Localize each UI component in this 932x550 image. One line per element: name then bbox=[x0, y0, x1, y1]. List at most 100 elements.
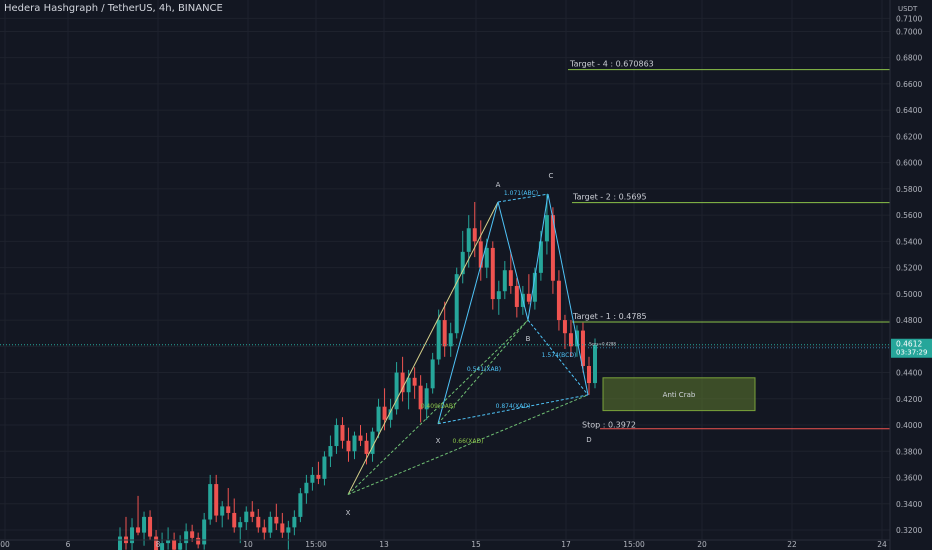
time-tick-label: 6 bbox=[66, 540, 71, 549]
time-tick-label: 17 bbox=[561, 540, 571, 549]
price-tick-label: 0.5200 bbox=[896, 264, 922, 273]
candle-body bbox=[280, 523, 285, 533]
candle bbox=[526, 274, 531, 305]
candle bbox=[220, 501, 225, 528]
candle-body bbox=[328, 446, 333, 457]
price-tick-label: 0.6800 bbox=[896, 54, 922, 63]
candle bbox=[172, 532, 177, 550]
candle bbox=[202, 512, 207, 550]
candle-body bbox=[334, 425, 339, 447]
candle-body bbox=[292, 516, 297, 528]
candle-body bbox=[262, 527, 267, 533]
candle bbox=[550, 207, 555, 294]
pattern-point-c: C bbox=[549, 172, 554, 180]
candlestick-series bbox=[118, 194, 597, 550]
candle bbox=[190, 524, 195, 542]
price-tick-label: 0.4400 bbox=[896, 369, 922, 378]
candle-body bbox=[484, 247, 489, 268]
candle bbox=[400, 356, 405, 402]
candle-body bbox=[394, 372, 399, 410]
candle bbox=[508, 251, 513, 294]
candle-body bbox=[526, 293, 531, 302]
candle-body bbox=[472, 228, 477, 242]
price-tick-label: 0.5400 bbox=[896, 237, 922, 246]
candle bbox=[424, 383, 429, 420]
price-tick-label: 0.6400 bbox=[896, 106, 922, 115]
candle-body bbox=[178, 543, 183, 550]
candle bbox=[268, 511, 273, 538]
candle-body bbox=[478, 241, 483, 268]
candle-body bbox=[340, 425, 345, 441]
pattern-ratio-label: 0.541(XAB) bbox=[467, 366, 501, 373]
candle-body bbox=[364, 440, 369, 454]
candle-body bbox=[418, 385, 423, 410]
harmonic-pattern: X A B C D X 1.071(ABC) 0.541(XAB) 1.574(BCD) 0.40… bbox=[346, 172, 592, 517]
candle-body bbox=[466, 228, 471, 252]
candle bbox=[286, 520, 291, 550]
candle bbox=[448, 322, 453, 357]
candle-body bbox=[130, 527, 135, 544]
time-tick-label: 15 bbox=[471, 540, 481, 549]
anti-crab-label: Anti Crab bbox=[663, 391, 696, 399]
price-levels: Target - 4 : 0.670863 Target - 2 : 0.5695… bbox=[0, 60, 890, 430]
candle bbox=[226, 488, 231, 520]
candle bbox=[412, 367, 417, 399]
candle-body bbox=[274, 516, 279, 524]
level-label-stop: Stop : 0.3972 bbox=[582, 421, 636, 430]
time-tick-label: 15:00 bbox=[305, 540, 327, 549]
price-tick-label: 0.4200 bbox=[896, 395, 922, 404]
candle bbox=[418, 375, 423, 423]
currency-label: USDT bbox=[898, 5, 918, 13]
time-tick-label: 22 bbox=[787, 540, 797, 549]
candle-body bbox=[388, 409, 393, 420]
candle bbox=[178, 535, 183, 550]
candle bbox=[454, 267, 459, 339]
candle bbox=[586, 356, 591, 395]
candle bbox=[442, 301, 447, 357]
candle-body bbox=[286, 527, 291, 533]
candle bbox=[208, 474, 213, 525]
last-price-badge bbox=[891, 338, 932, 358]
candle bbox=[370, 427, 375, 462]
price-tick-label: 0.7000 bbox=[896, 27, 922, 36]
candle bbox=[304, 474, 309, 504]
time-tick-label: 15:00 bbox=[623, 540, 645, 549]
candle-body bbox=[358, 435, 363, 441]
candle bbox=[136, 495, 141, 536]
candle-body bbox=[196, 537, 201, 545]
candle bbox=[593, 338, 597, 389]
candle bbox=[322, 451, 327, 486]
candle-body bbox=[593, 345, 597, 384]
candle bbox=[580, 322, 585, 373]
price-axis-background bbox=[890, 0, 932, 550]
price-tick-label: 0.3200 bbox=[896, 526, 922, 535]
candle-body bbox=[136, 527, 141, 533]
candle-body bbox=[202, 519, 207, 545]
candle bbox=[346, 427, 351, 462]
pattern-point-d: D bbox=[586, 436, 591, 444]
candle bbox=[262, 519, 267, 541]
anti-crab-zone bbox=[602, 377, 756, 412]
candle-body bbox=[550, 215, 555, 281]
candle-body bbox=[424, 388, 429, 410]
candle-body bbox=[214, 484, 219, 516]
candle-body bbox=[382, 406, 387, 420]
time-axis[interactable]: 00 6 8 10 15:00 13 15 17 15:00 20 22 24 bbox=[0, 539, 890, 549]
pattern-bd-dashed bbox=[527, 319, 589, 396]
candle-body bbox=[400, 372, 405, 393]
candle bbox=[478, 220, 483, 281]
pattern-point-a: A bbox=[496, 181, 501, 189]
candle-body bbox=[430, 359, 435, 389]
candle-body bbox=[346, 440, 351, 452]
candle bbox=[352, 431, 357, 460]
pattern-ab-leg bbox=[497, 201, 529, 321]
price-tick-label: 0.5800 bbox=[896, 185, 922, 194]
candle bbox=[556, 270, 561, 331]
candle-body bbox=[118, 536, 122, 550]
candle-body bbox=[568, 333, 573, 347]
candle-body bbox=[376, 406, 381, 432]
candle bbox=[118, 527, 122, 550]
